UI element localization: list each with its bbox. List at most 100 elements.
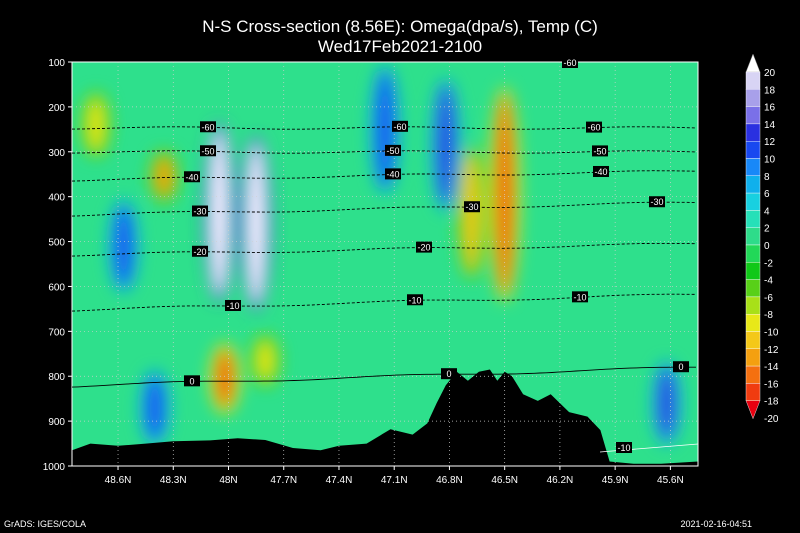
x-tick-label: 48N (219, 475, 237, 486)
colorbar-label: 14 (764, 120, 776, 131)
colorbar-label: 6 (764, 189, 770, 200)
colorbar-swatch (745, 89, 761, 107)
colorbar-label: 12 (764, 137, 776, 148)
colorbar-label: -10 (764, 328, 779, 339)
omega-core (377, 70, 393, 188)
contour-label: -10 (617, 443, 630, 453)
contour-label-bg (184, 375, 200, 387)
colorbar-swatch (745, 140, 761, 159)
y-tick-label: 900 (48, 417, 65, 428)
colorbar-swatch (745, 210, 761, 228)
x-tick-label: 46.5N (491, 475, 518, 486)
colorbar-label: -8 (764, 310, 773, 321)
contour-label: -60 (393, 122, 406, 132)
x-tick-label: 47.7N (270, 475, 297, 486)
y-tick-label: 700 (48, 327, 65, 338)
contour-label: -60 (587, 123, 600, 133)
contour-label-bg (416, 241, 432, 253)
contour-label: -50 (201, 146, 214, 156)
omega-core (87, 97, 104, 152)
contour-label: -60 (563, 58, 576, 68)
colorbar-swatch (745, 192, 761, 211)
x-tick-label: 46.8N (436, 475, 463, 486)
omega-core (248, 142, 265, 305)
omega-core (463, 151, 480, 273)
contour-label-bg (392, 120, 408, 132)
y-tick-label: 200 (48, 103, 65, 114)
colorbar-swatch (745, 158, 761, 176)
colorbar-swatch (745, 348, 761, 367)
y-tick-label: 300 (48, 148, 65, 159)
x-tick-label: 45.6N (657, 475, 684, 486)
axes: 48.6N 48.3N 48N 47.7N 47.4N 47.1N 46.8N 46.5N 46… (43, 58, 699, 486)
colorbar-swatch (745, 296, 761, 315)
temperature-contour (71, 293, 697, 312)
contour-label-bg (593, 165, 609, 177)
contour-label: 0 (189, 376, 194, 386)
colorbar-swatch (745, 123, 761, 142)
colorbar-swatch (745, 383, 761, 401)
contour-label: -20 (193, 247, 206, 257)
x-tick-label: 47.1N (381, 475, 408, 486)
contour-label: -30 (650, 197, 663, 207)
contour-label-bg (673, 361, 689, 373)
colorbar-label: -16 (764, 379, 779, 390)
colorbar-label: -12 (764, 345, 779, 356)
colorbar-label: 20 (764, 68, 776, 79)
contour-label-bg (649, 196, 665, 208)
contour-label-bg (192, 205, 208, 217)
temperature-contour (71, 366, 696, 388)
contour-label: -30 (465, 202, 478, 212)
chart-title: N-S Cross-section (8.56E): Omega(dpa/s),… (202, 17, 598, 36)
colorbar-label: 10 (764, 155, 776, 166)
contour-label: -10 (226, 301, 239, 311)
temperature-contours: -60 -60 -60 -50 -50 -50 -40 -40 -40 -30 -30 -30 -20 -… (71, 58, 699, 453)
colorbar-swatch (745, 314, 761, 332)
contour-label: -50 (593, 146, 606, 156)
colorbar-label: 18 (764, 85, 776, 96)
omega-core (216, 349, 233, 408)
colorbar-swatch (745, 365, 761, 384)
contour-label-bg (586, 121, 602, 133)
chart-subtitle: Wed17Feb2021-2100 (317, 37, 483, 56)
contour-label: -40 (185, 172, 198, 182)
contour-label-bg (184, 171, 200, 183)
footer-timestamp: 2021-02-16-04:51 (680, 519, 752, 529)
colorbar-swatch (745, 71, 761, 90)
contour-label: -10 (408, 295, 421, 305)
contour-label: 0 (446, 369, 451, 379)
contour-label-bg (385, 144, 401, 156)
x-tick-label: 48.6N (105, 475, 132, 486)
contour-label: -60 (201, 122, 214, 132)
colorbar-label: 2 (764, 224, 770, 235)
contour-label: -40 (386, 169, 399, 179)
contour-label: -30 (193, 207, 206, 217)
contour-label-bg (200, 145, 216, 157)
colorbar-swatch (745, 331, 761, 349)
x-tick-label: 45.9N (602, 475, 629, 486)
footer-credit: GrADS: IGES/COLA (4, 519, 87, 529)
x-tick-label: 46.2N (547, 475, 574, 486)
colorbar-label: -14 (764, 362, 779, 373)
y-tick-label: 500 (48, 238, 65, 249)
omega-core (115, 205, 132, 287)
contour-label-bg (385, 168, 401, 180)
colorbar-label: -20 (764, 414, 779, 425)
contour-label: -40 (594, 167, 607, 177)
plot-area (72, 62, 698, 466)
contour-label: 0 (678, 362, 683, 372)
x-tick-label: 47.4N (326, 475, 353, 486)
colorbar-label: 16 (764, 103, 776, 114)
contour-label-bg (616, 442, 632, 453)
contour-label-bg (225, 299, 241, 311)
contour-label-bg (572, 291, 588, 303)
colorbar-swatch (745, 106, 761, 125)
contour-label-bg (441, 368, 457, 380)
contour-label-bg (192, 245, 208, 257)
omega-core (257, 340, 274, 381)
y-tick-label: 600 (48, 282, 65, 293)
omega-field (80, 64, 682, 446)
colorbar: 20181614121086420-2-4-6-8-10-12-14-16-18… (745, 53, 779, 425)
y-tick-label: 100 (48, 58, 65, 69)
